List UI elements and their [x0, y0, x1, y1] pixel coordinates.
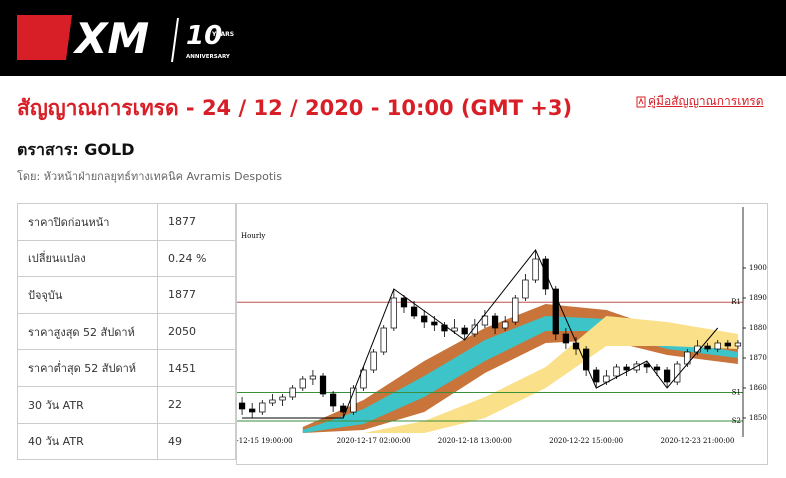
candle-body: [603, 375, 610, 383]
x-tick-label: 2020-12-18 13:00:00: [438, 437, 512, 445]
candle-body: [522, 279, 529, 299]
candle-body: [562, 333, 570, 344]
candle-body: [471, 324, 478, 335]
logo-divider: [171, 17, 179, 63]
y-tick-label: 1850: [749, 414, 767, 422]
table-row: 40 วัน ATR 49: [17, 422, 236, 461]
candle-body: [512, 297, 519, 323]
row-label: ปัจจุบัน: [17, 276, 158, 314]
badge-top: YEARS: [211, 31, 234, 38]
table-row: ราคาต่ำสุด 52 สัปดาห์ 1451: [17, 349, 236, 387]
pdf-icon: [636, 96, 646, 107]
candle-body: [633, 363, 640, 371]
table-row: ราคาสูงสุด 52 สัปดาห์ 2050: [17, 312, 236, 351]
row-value: 1877: [157, 276, 236, 314]
candle-body: [461, 327, 468, 335]
candle-body: [421, 315, 428, 323]
stats-table: ราคาปิดก่อนหน้า 1877 เปลี่ยนแปลง 0.24 % ปัจจ…: [17, 203, 236, 461]
y-tick-label: 1880: [749, 324, 767, 332]
candle-body: [238, 402, 246, 410]
row-value: 1877: [157, 203, 236, 241]
chart: Hourly R1 S1 S2 1850 1860 1870 1880 1890 1900 0-1…: [236, 203, 768, 465]
candle-body: [663, 369, 671, 383]
guide-link[interactable]: คู่มือสัญญาณการเทรด: [636, 92, 764, 111]
row-value: 1451: [157, 349, 236, 387]
y-tick-label: 1890: [749, 294, 767, 302]
row-value: 2050: [157, 312, 236, 351]
level-label: S2: [732, 417, 741, 425]
y-tick-label: 1900: [749, 264, 767, 272]
candle-body: [613, 366, 620, 377]
table-row: ปัจจุบัน 1877: [17, 276, 236, 314]
candle-body: [330, 393, 337, 407]
y-tick-label: 1870: [749, 354, 767, 362]
logo-mark: [17, 15, 72, 60]
candle-body: [724, 342, 731, 347]
row-label: ราคาปิดก่อนหน้า: [17, 203, 158, 241]
badge-number: 10: [186, 21, 222, 51]
logo[interactable]: XM 10 YEARS ANNIVERSARY: [0, 0, 260, 76]
candle-body: [491, 315, 499, 329]
candle-body: [410, 306, 418, 317]
candle-body: [249, 408, 256, 413]
header: XM 10 YEARS ANNIVERSARY: [0, 0, 786, 76]
row-label: เปลี่ยนแปลง: [17, 239, 158, 278]
candle-body: [552, 288, 559, 335]
candle-body: [431, 321, 438, 326]
guide-link-text[interactable]: คู่มือสัญญาณการเทรด: [648, 94, 764, 108]
row-label: ราคาสูงสุด 52 สัปดาห์: [17, 312, 158, 351]
candle-body: [734, 342, 742, 347]
table-row: เปลี่ยนแปลง 0.24 %: [17, 239, 236, 278]
candle-body: [279, 396, 286, 401]
table-row: 30 วัน ATR 22: [17, 385, 236, 424]
candle-body: [390, 297, 397, 329]
row-value: 0.24 %: [157, 239, 236, 278]
candle-body: [481, 315, 489, 326]
candle-body: [289, 387, 296, 398]
candle-body: [502, 321, 509, 329]
zigzag-line: [242, 249, 719, 419]
level-label: S1: [732, 389, 741, 397]
candle-body: [400, 297, 408, 308]
table-row: ราคาปิดก่อนหน้า 1877: [17, 203, 236, 241]
row-label: 40 วัน ATR: [17, 422, 158, 461]
candle-body: [360, 369, 367, 389]
row-label: 30 วัน ATR: [17, 385, 158, 424]
row-value: 22: [157, 385, 236, 424]
page-title: สัญญาณการเทรด - 24 / 12 / 2020 - 10:00 (…: [17, 96, 573, 120]
candle-body: [532, 258, 539, 281]
candle-body: [370, 351, 377, 371]
candle-body: [704, 345, 711, 350]
chart-label: Hourly: [241, 232, 265, 240]
candle-body: [451, 327, 458, 332]
candle-body: [340, 405, 347, 413]
x-tick-label: 2020-12-22 15:00:00: [549, 437, 623, 445]
level-label: R1: [731, 298, 741, 306]
candle-body: [259, 402, 266, 413]
x-tick-label: 0-12-15 19:00:00: [236, 437, 293, 445]
candle-body: [309, 375, 317, 380]
row-label: ราคาต่ำสุด 52 สัปดาห์: [17, 349, 158, 387]
candle-body: [643, 363, 650, 368]
candle-body: [593, 369, 600, 383]
badge-bottom: ANNIVERSARY: [186, 54, 231, 60]
author: โดย: หัวหน้าฝ่ายกลยุทธ์ทางเทคนิค Avramis…: [17, 170, 282, 183]
instrument: ตราสาร: GOLD: [17, 140, 135, 159]
x-tick-label: 2020-12-17 02:00:00: [337, 437, 411, 445]
candle-body: [269, 399, 276, 404]
x-tick-label: 2020-12-23 21:00:00: [660, 437, 734, 445]
candle-body: [380, 327, 387, 353]
candle-body: [319, 375, 327, 395]
band: [363, 316, 738, 433]
candle-body: [623, 366, 630, 371]
candle-body: [714, 342, 721, 350]
y-tick-label: 1860: [749, 384, 767, 392]
logo-text: XM: [72, 14, 149, 63]
candle-body: [653, 366, 661, 371]
row-value: 49: [157, 422, 236, 461]
candle-body: [299, 378, 306, 389]
